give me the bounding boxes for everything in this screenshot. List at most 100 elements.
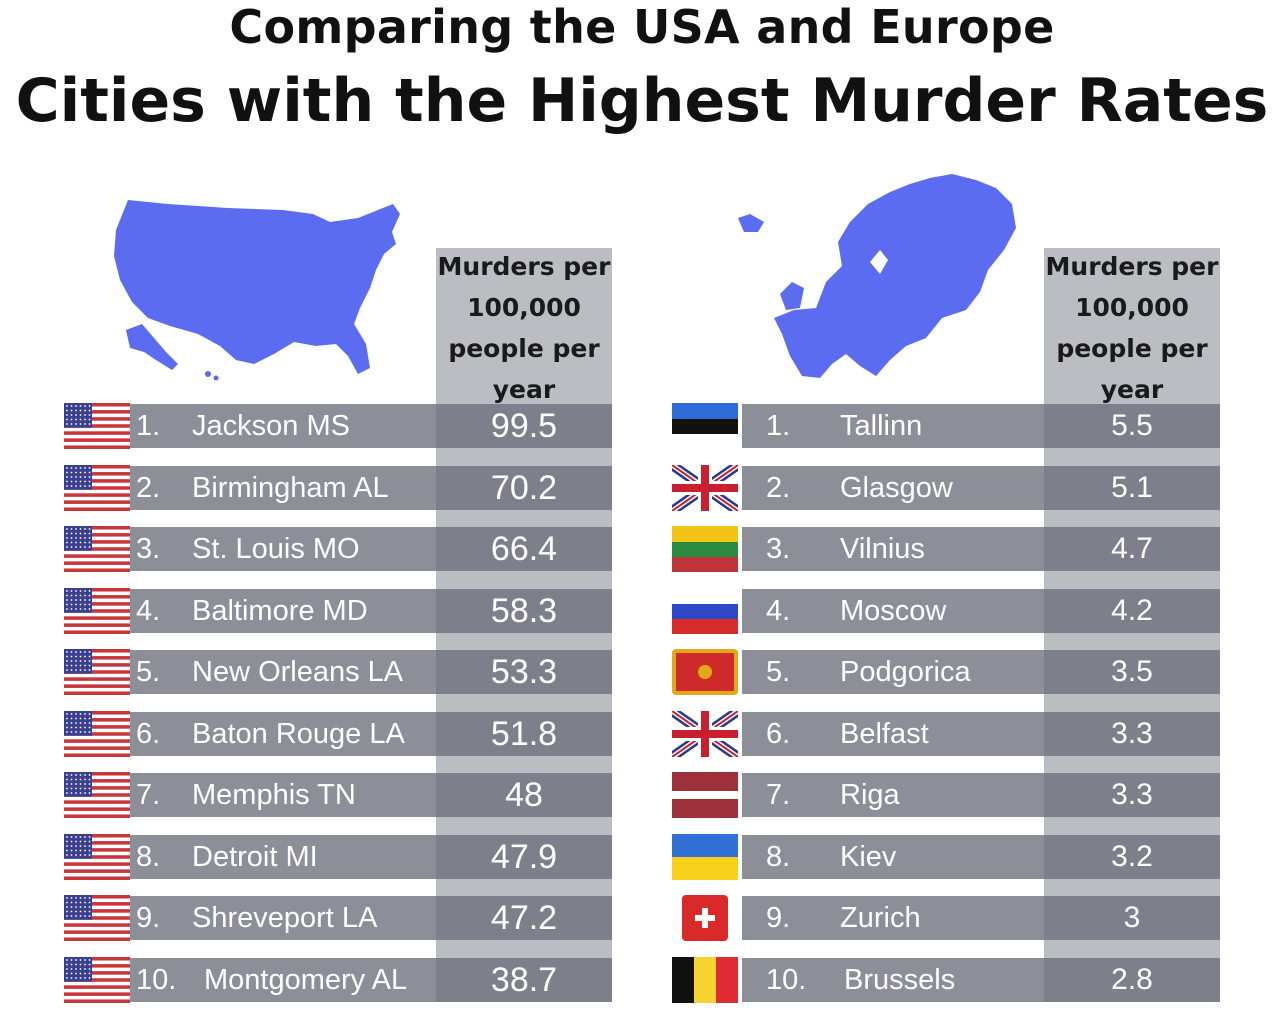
table-row: 9. Shreveport LA 47.2 [0, 895, 640, 942]
murder-rate-value: 3.3 [1111, 716, 1153, 750]
value-cell [436, 896, 612, 940]
value-cell [436, 465, 612, 510]
city-name: Montgomery AL [204, 963, 408, 996]
row-band [130, 711, 436, 756]
row-band [742, 404, 1044, 448]
city-name: Brussels [844, 963, 956, 996]
row-band [742, 957, 1044, 1002]
usa-header-line-4: year [492, 375, 556, 404]
city-name: Baton Rouge LA [192, 717, 405, 750]
table-row: 7. Riga 3.3 [640, 772, 1284, 818]
rank-label: 10. [766, 963, 807, 996]
belgium-flag-icon [672, 956, 738, 1007]
rank-label: 9. [136, 902, 161, 934]
city-name: Memphis TN [192, 779, 356, 811]
table-row: 2. Birmingham AL 70.2 [0, 464, 640, 511]
table-row: 6. Baton Rouge LA 51.8 [0, 710, 640, 757]
city-name: St. Louis MO [192, 533, 360, 565]
murder-rate-value: 99.5 [490, 407, 558, 445]
value-cell [1044, 404, 1220, 448]
rank-label: 7. [136, 779, 161, 811]
city-name: Shreveport LA [192, 902, 378, 934]
value-cell [436, 527, 612, 571]
usa-flag-icon [64, 464, 130, 515]
row-band [130, 834, 436, 879]
russia-flag-icon [672, 587, 738, 638]
murder-rate-value: 58.3 [490, 591, 558, 630]
rank-label: 1. [766, 410, 791, 442]
usa-header-line-1: Murders per [437, 252, 611, 281]
table-row: 3. St. Louis MO 66.4 [0, 526, 640, 573]
rank-label: 6. [136, 717, 161, 750]
europe-panel: Murders per 100,000 people per year 1. Ta… [640, 0, 1284, 1024]
rank-label: 3. [136, 533, 161, 565]
rank-label: 8. [136, 840, 161, 873]
usa-flag-icon [64, 710, 130, 761]
rank-label: 5. [766, 656, 791, 688]
city-name: Podgorica [840, 656, 971, 688]
estonia-flag-icon [672, 403, 738, 453]
rank-label: 4. [136, 594, 161, 627]
murder-rate-value: 70.2 [490, 468, 558, 507]
city-name: Vilnius [840, 533, 925, 565]
row-band [130, 404, 436, 448]
table-row: 5. Podgorica 3.5 [640, 649, 1284, 695]
murder-rate-value: 53.3 [490, 653, 558, 691]
city-name: Detroit MI [192, 840, 318, 873]
murder-rate-value: 3.2 [1111, 839, 1153, 873]
europe-header-line-4: year [1100, 375, 1164, 404]
table-row: 2. Glasgow 5.1 [640, 460, 1284, 515]
latvia-flag-icon [672, 772, 738, 822]
row-band [130, 527, 436, 571]
value-cell [1044, 896, 1220, 940]
row-band [130, 650, 436, 694]
lithuania-flag-icon [672, 526, 738, 576]
value-cell [436, 834, 612, 879]
value-cell [436, 588, 612, 633]
murder-rate-value: 4.7 [1111, 532, 1153, 565]
rank-label: 2. [136, 471, 161, 504]
table-row: 10. Brussels 2.8 [640, 956, 1284, 1003]
city-name: Belfast [840, 717, 929, 750]
table-row: 1. Jackson MS 99.5 [0, 403, 640, 450]
table-row: 3. Vilnius 4.7 [640, 526, 1284, 572]
uk-flag-icon [669, 706, 741, 761]
murder-rate-value: 47.2 [490, 899, 558, 937]
usa-flag-icon [64, 587, 130, 638]
usa-header-line-2: 100,000 [467, 293, 581, 322]
row-band [742, 711, 1044, 756]
title: Comparing the USA and Europe [229, 0, 1055, 54]
rank-label: 2. [766, 471, 791, 504]
murder-rate-value: 4.2 [1111, 593, 1153, 627]
value-cell [1044, 834, 1220, 879]
usa-flag-icon [64, 403, 130, 453]
city-name: New Orleans LA [192, 656, 404, 688]
murder-rate-value: 38.7 [490, 960, 558, 999]
value-cell [1044, 711, 1220, 756]
rank-label: 3. [766, 533, 791, 565]
city-name: Zurich [840, 902, 921, 934]
row-band [742, 527, 1044, 571]
table-row: 7. Memphis TN 48 [0, 772, 640, 819]
table-row: 10. Montgomery AL 38.7 [0, 956, 640, 1003]
table-row: 5. New Orleans LA 53.3 [0, 649, 640, 696]
murder-rate-value: 47.9 [490, 837, 558, 876]
usa-flag-icon [64, 956, 130, 1007]
usa-flag-icon [64, 772, 130, 822]
row-band [742, 588, 1044, 633]
table-row: 1. Tallinn 5.5 [640, 403, 1284, 449]
murder-rate-value: 5.1 [1111, 470, 1153, 504]
rank-label: 9. [766, 902, 791, 934]
value-cell [436, 650, 612, 694]
row-band [742, 834, 1044, 879]
value-cell [436, 773, 612, 817]
city-name: Birmingham AL [192, 471, 389, 504]
value-cell [1044, 650, 1220, 694]
value-cell [1044, 957, 1220, 1002]
city-name: Glasgow [840, 471, 953, 504]
value-cell [436, 404, 612, 448]
murder-rate-value: 2.8 [1111, 962, 1153, 996]
row-band [742, 650, 1044, 694]
rank-label: 7. [766, 779, 791, 811]
table-row: 4. Moscow 4.2 [640, 587, 1284, 634]
